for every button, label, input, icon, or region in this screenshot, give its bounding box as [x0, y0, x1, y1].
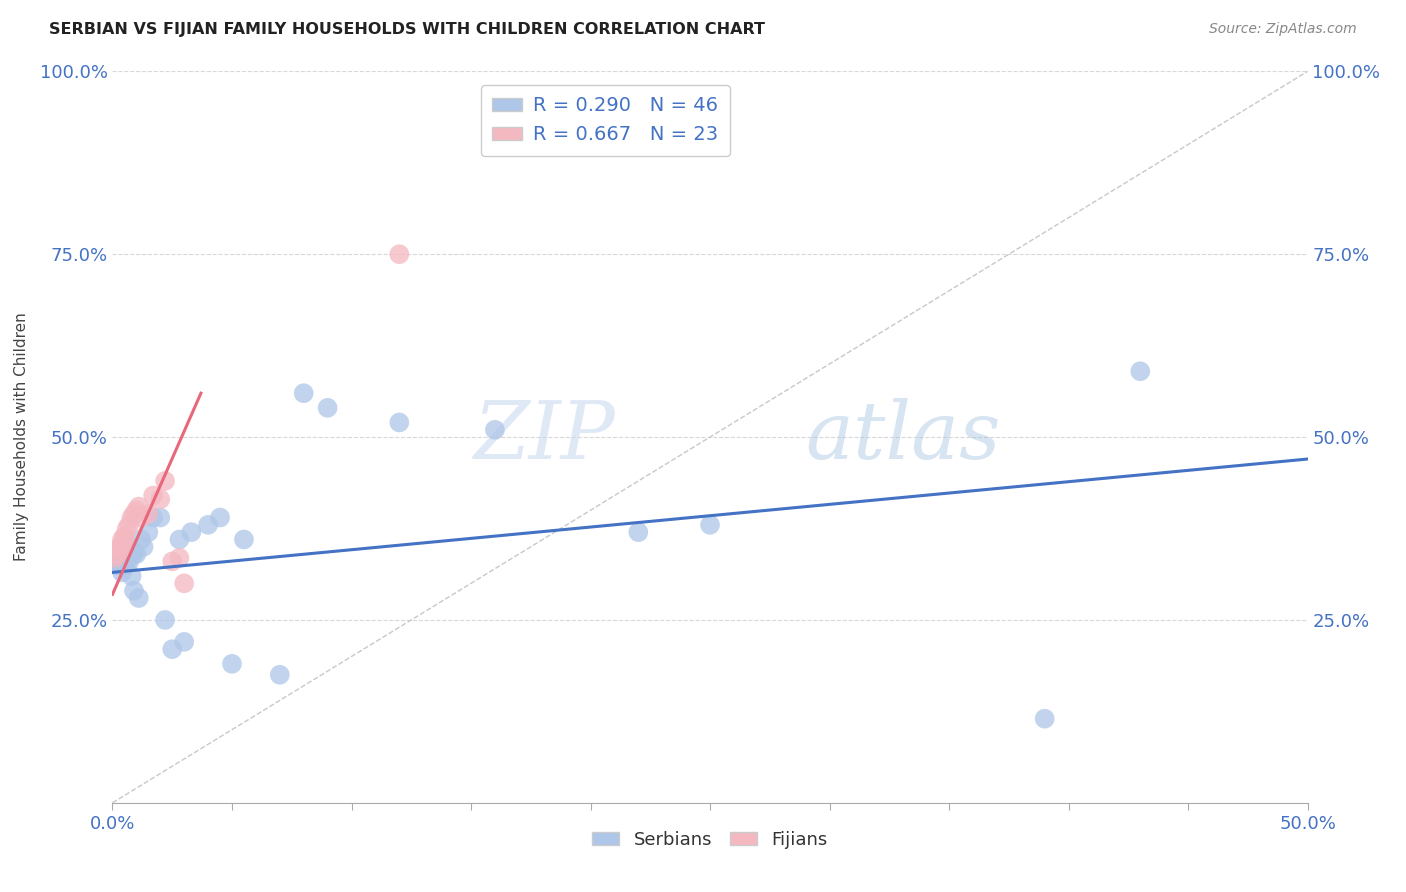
Text: ZIP: ZIP: [472, 399, 614, 475]
Point: [292, 386, 315, 401]
Point: [105, 547, 128, 561]
Point: [269, 667, 291, 681]
Point: [121, 510, 143, 524]
Point: [121, 569, 143, 583]
Point: [108, 543, 131, 558]
Point: [627, 525, 650, 540]
Point: [1033, 712, 1056, 726]
Point: [138, 525, 160, 540]
Point: [125, 547, 148, 561]
Point: [209, 510, 232, 524]
Point: [149, 510, 172, 524]
Point: [111, 550, 134, 565]
Point: [484, 423, 506, 437]
Text: Source: ZipAtlas.com: Source: ZipAtlas.com: [1209, 22, 1357, 37]
Point: [169, 533, 191, 547]
Point: [118, 517, 141, 532]
Point: [233, 533, 256, 547]
Point: [108, 550, 131, 565]
Point: [388, 247, 411, 261]
Point: [388, 416, 411, 430]
Point: [162, 554, 183, 568]
Point: [114, 533, 135, 547]
Point: [142, 489, 165, 503]
Point: [153, 474, 176, 488]
Point: [316, 401, 339, 415]
Point: [114, 529, 135, 543]
Point: [111, 566, 134, 580]
Point: [104, 543, 127, 558]
Point: [108, 540, 131, 554]
Point: [129, 510, 152, 524]
Point: [115, 550, 138, 565]
Point: [149, 492, 172, 507]
Text: SERBIAN VS FIJIAN FAMILY HOUSEHOLDS WITH CHILDREN CORRELATION CHART: SERBIAN VS FIJIAN FAMILY HOUSEHOLDS WITH…: [49, 22, 765, 37]
Point: [121, 547, 143, 561]
Point: [162, 642, 183, 657]
Point: [128, 500, 150, 514]
Point: [138, 507, 160, 521]
Point: [115, 521, 138, 535]
Point: [153, 613, 176, 627]
Point: [122, 583, 145, 598]
Point: [111, 533, 134, 547]
Point: [197, 517, 219, 532]
Legend: Serbians, Fijians: Serbians, Fijians: [585, 823, 835, 856]
Point: [108, 547, 131, 561]
Point: [115, 547, 138, 561]
Point: [132, 540, 155, 554]
Point: [122, 547, 145, 561]
Point: [1129, 364, 1152, 378]
Point: [105, 554, 128, 568]
Point: [114, 558, 135, 573]
Point: [169, 550, 191, 565]
Point: [221, 657, 243, 671]
Point: [142, 510, 165, 524]
Point: [118, 540, 141, 554]
Point: [122, 507, 145, 521]
Point: [118, 554, 141, 568]
Point: [108, 554, 131, 568]
Point: [128, 591, 150, 605]
Text: atlas: atlas: [806, 399, 1001, 475]
Point: [111, 540, 134, 554]
Point: [111, 554, 134, 568]
Point: [173, 635, 195, 649]
Point: [105, 558, 128, 573]
Point: [115, 554, 138, 568]
Point: [125, 503, 148, 517]
Point: [180, 525, 202, 540]
Point: [173, 576, 195, 591]
Y-axis label: Family Households with Children: Family Households with Children: [14, 313, 28, 561]
Point: [114, 547, 135, 561]
Point: [114, 554, 135, 568]
Point: [104, 550, 127, 565]
Point: [699, 517, 721, 532]
Point: [129, 533, 152, 547]
